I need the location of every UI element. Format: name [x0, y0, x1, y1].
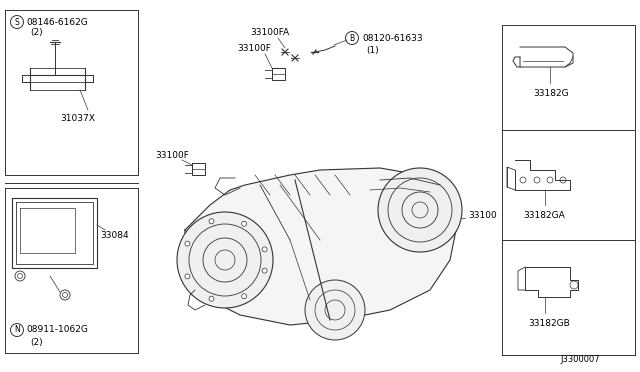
Text: 33182G: 33182G — [533, 89, 568, 97]
Text: S: S — [15, 17, 19, 26]
Polygon shape — [185, 168, 460, 325]
Circle shape — [185, 241, 190, 246]
Circle shape — [209, 219, 214, 224]
Text: 33100F: 33100F — [237, 44, 271, 52]
Text: 08146-6162G: 08146-6162G — [26, 17, 88, 26]
Circle shape — [185, 274, 190, 279]
Circle shape — [177, 212, 273, 308]
Circle shape — [209, 296, 214, 301]
Text: 33182GA: 33182GA — [523, 211, 564, 219]
Text: 31037X: 31037X — [60, 113, 95, 122]
Text: B: B — [349, 33, 355, 42]
Text: 33182GB: 33182GB — [528, 318, 570, 327]
Text: 33100FA: 33100FA — [250, 28, 289, 36]
Text: 33100: 33100 — [468, 211, 497, 219]
Text: N: N — [14, 326, 20, 334]
Circle shape — [242, 294, 246, 299]
Text: (2): (2) — [30, 28, 43, 36]
Circle shape — [262, 247, 267, 252]
Circle shape — [242, 221, 246, 226]
Text: 08120-61633: 08120-61633 — [362, 33, 422, 42]
Text: 33084: 33084 — [100, 231, 129, 240]
Circle shape — [262, 268, 267, 273]
Text: 08911-1062G: 08911-1062G — [26, 326, 88, 334]
Text: 33100F: 33100F — [155, 151, 189, 160]
Text: J3300007: J3300007 — [560, 356, 600, 365]
Text: (2): (2) — [30, 337, 43, 346]
Text: (1): (1) — [366, 45, 379, 55]
Circle shape — [378, 168, 462, 252]
Circle shape — [305, 280, 365, 340]
